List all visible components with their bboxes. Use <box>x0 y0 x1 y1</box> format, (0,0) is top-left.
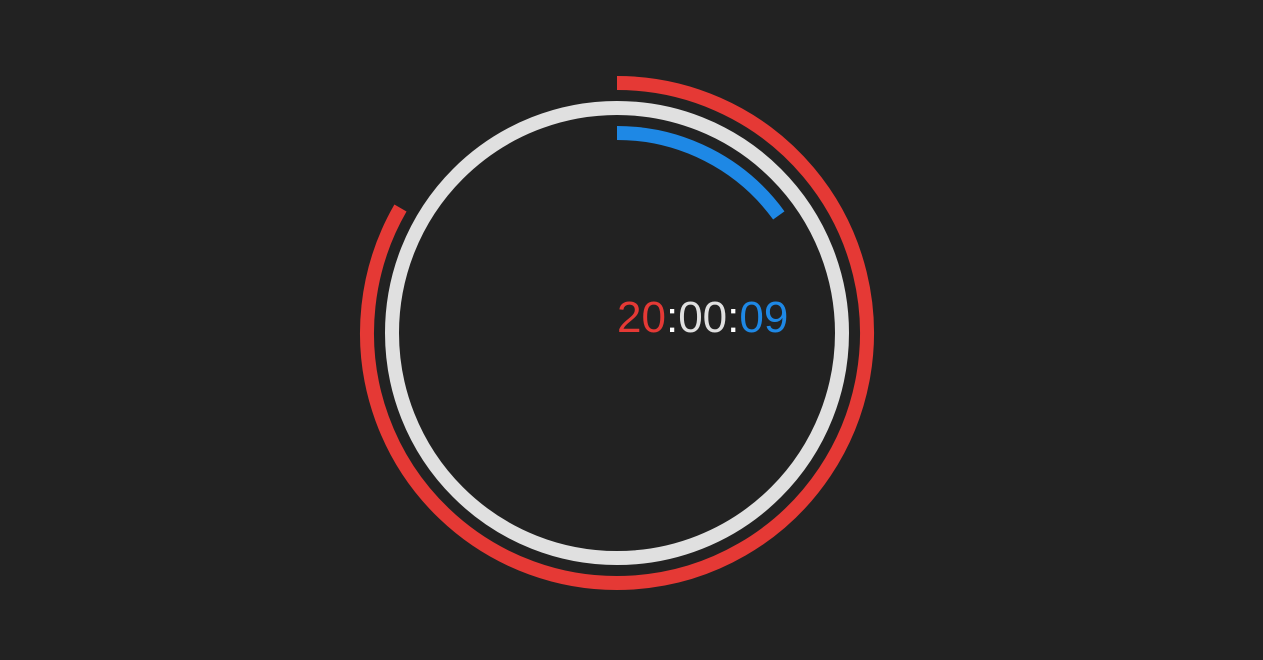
hours-value: 20 <box>617 293 666 342</box>
minutes-ring <box>385 101 849 565</box>
time-separator: : <box>665 293 679 342</box>
minutes-value: 00 <box>678 293 728 342</box>
time-readout: 20:00:09 <box>617 292 788 344</box>
seconds-progress-ring <box>616 126 785 220</box>
hours-progress-ring <box>360 76 875 590</box>
time-separator: : <box>727 293 740 342</box>
seconds-value: 09 <box>739 293 789 342</box>
